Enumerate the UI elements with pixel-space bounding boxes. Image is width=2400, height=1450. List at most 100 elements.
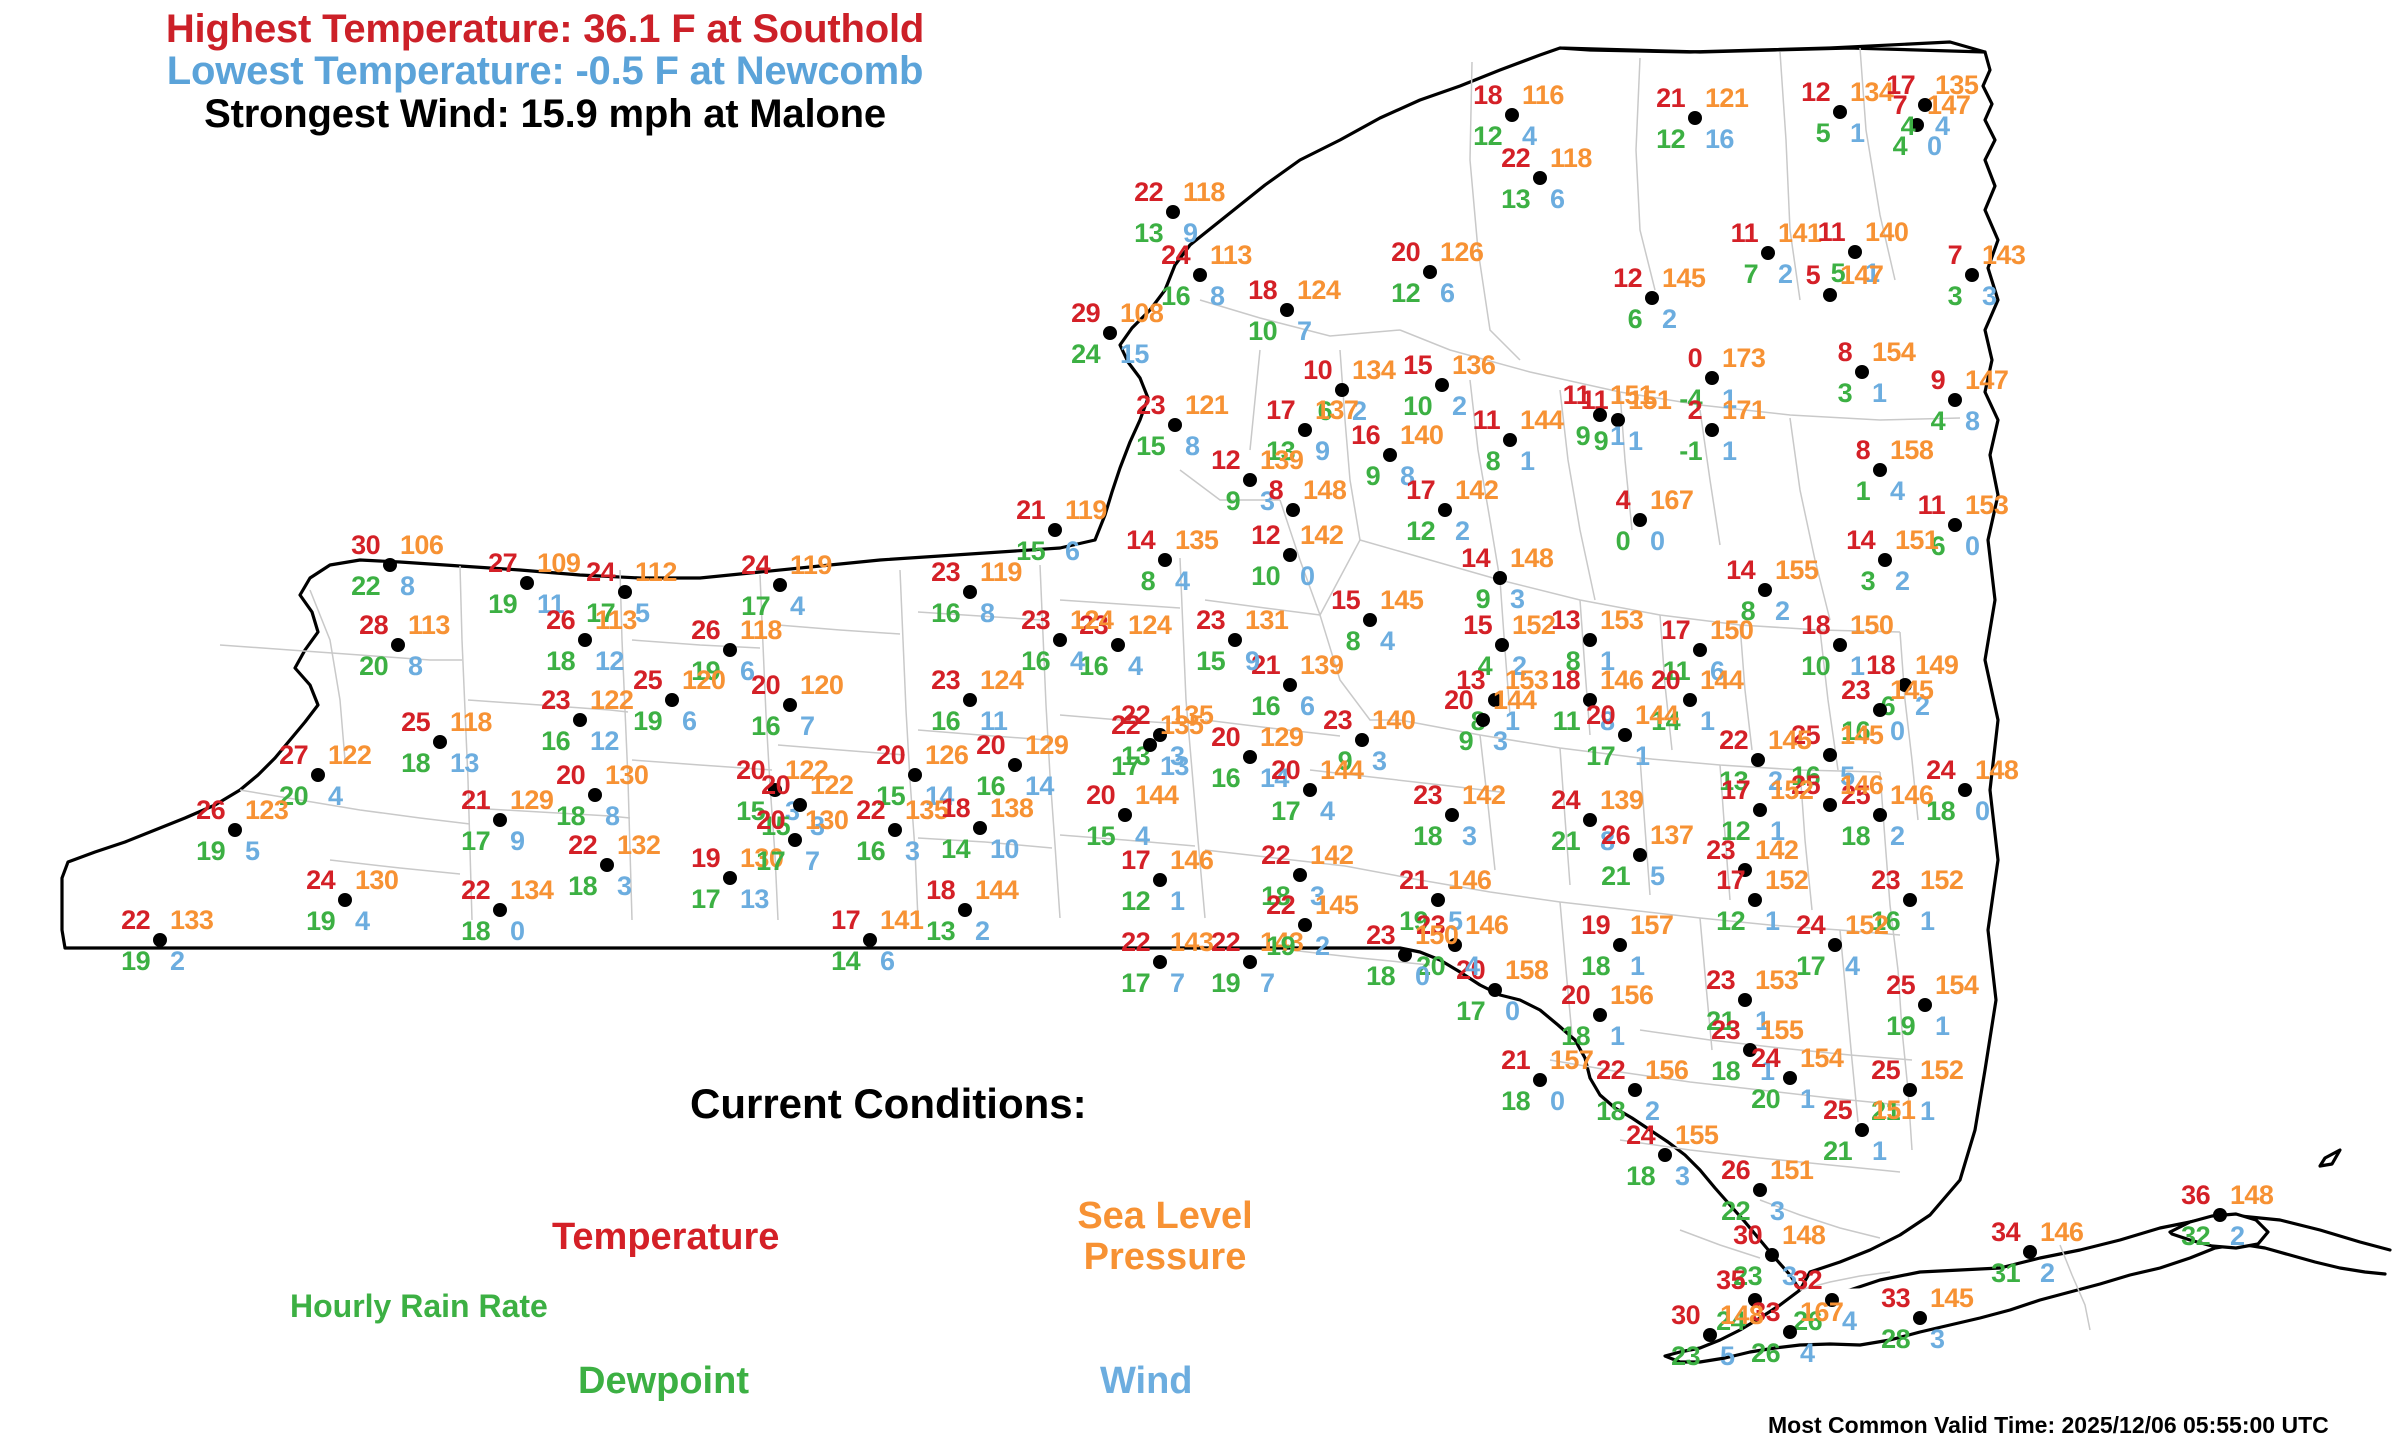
station-marker-dot [1748, 1293, 1762, 1307]
station-marker-dot [2023, 1245, 2037, 1259]
station-wind: 6 [1710, 656, 1725, 686]
station-marker-dot [1688, 111, 1702, 125]
station-marker-dot [573, 713, 587, 727]
station-wind: 2 [1768, 766, 1783, 796]
station-sea-level-pressure: 146 [1465, 910, 1509, 940]
station-marker-dot [1143, 738, 1157, 752]
station-sea-level-pressure: 120 [800, 670, 844, 700]
station-temperature: 11 [1917, 490, 1946, 520]
station-sea-level-pressure: 142 [1455, 475, 1499, 505]
station-dewpoint: 5 [1830, 258, 1846, 288]
station-dewpoint: 16 [1211, 763, 1240, 793]
station-temperature: 30 [351, 530, 380, 560]
station-marker-dot [1293, 868, 1307, 882]
station-dewpoint: 14 [941, 834, 970, 864]
station-temperature: 26 [546, 605, 575, 635]
station-wind: 11 [537, 589, 565, 619]
station-marker-dot [1783, 1071, 1797, 1085]
station-temperature: 23 [1711, 1015, 1740, 1045]
station-wind: 12 [595, 646, 624, 676]
station-marker-dot [153, 933, 167, 947]
station-sea-level-pressure: 152 [1920, 1055, 1964, 1085]
station-wind: 3 [1982, 281, 1997, 311]
station-dewpoint: 6 [1930, 531, 1946, 561]
station-wind: 3 [1493, 726, 1508, 756]
station-marker-dot [958, 903, 972, 917]
station-wind: 0 [1415, 961, 1430, 991]
station-sea-level-pressure: 145 [1890, 675, 1934, 705]
station-sea-level-pressure: 145 [1662, 263, 1706, 293]
station-marker-dot [1303, 783, 1317, 797]
station-temperature: 23 [931, 557, 960, 587]
station-sea-level-pressure: 119 [1065, 495, 1107, 525]
station-dewpoint: 11 [1662, 656, 1691, 686]
station-marker-dot [1611, 413, 1625, 427]
station-temperature: 8 [1268, 475, 1284, 505]
station-dewpoint: 7 [1743, 259, 1759, 289]
station-dewpoint: 15 [1016, 536, 1045, 566]
station-sea-level-pressure: 135 [1160, 710, 1204, 740]
station-temperature: 5 [1805, 260, 1821, 290]
station-temperature: 4 [1615, 485, 1631, 515]
station-dewpoint: 17 [461, 826, 490, 856]
station-wind: 2 [2230, 1221, 2245, 1251]
station-marker-dot [1448, 938, 1462, 952]
station-sea-level-pressure: 148 [1782, 1220, 1826, 1250]
station-temperature: 20 [1391, 237, 1420, 267]
station-wind: 5 [1720, 1341, 1735, 1371]
station-temperature: 24 [586, 557, 615, 587]
station-temperature: 20 [1211, 722, 1240, 752]
station-temperature: 14 [1846, 525, 1875, 555]
station-wind: 2 [1452, 391, 1467, 421]
station-dewpoint: 16 [931, 598, 960, 628]
station-wind: 7 [1170, 968, 1185, 998]
station-marker-dot [1593, 1008, 1607, 1022]
station-wind: 1 [1505, 706, 1520, 736]
station-wind: 6 [740, 656, 755, 686]
station-wind: 7 [1297, 316, 1312, 346]
station-temperature: 20 [556, 760, 585, 790]
station-dewpoint: 19 [633, 706, 662, 736]
station-dewpoint: 17 [1111, 751, 1140, 781]
station-sea-level-pressure: 150 [1415, 920, 1459, 950]
station-wind: 8 [408, 651, 423, 681]
station-marker-dot [1913, 1311, 1927, 1325]
station-temperature: 20 [1271, 755, 1300, 785]
legend-dewpoint-label: Dewpoint [578, 1360, 749, 1402]
station-wind: 0 [1505, 996, 1520, 1026]
station-sea-level-pressure: 167 [1650, 485, 1694, 515]
station-temperature: 22 [1121, 927, 1150, 957]
station-dewpoint: 24 [1071, 339, 1100, 369]
station-sea-level-pressure: 124 [1128, 610, 1172, 640]
station-dewpoint: 10 [1801, 651, 1830, 681]
station-sea-level-pressure: 146 [1448, 865, 1492, 895]
station-dewpoint: 19 [121, 946, 150, 976]
station-marker-dot [863, 933, 877, 947]
station-sea-level-pressure: 155 [1775, 555, 1819, 585]
highest-temperature-line: Highest Temperature: 36.1 F at Southold [165, 7, 925, 51]
station-temperature: 18 [1248, 275, 1277, 305]
station-dewpoint: 12 [1656, 124, 1685, 154]
station-sea-level-pressure: 148 [1720, 1300, 1764, 1330]
station-temperature: 26 [1601, 820, 1630, 850]
station-wind: 4 [1522, 121, 1537, 151]
legend-temperature-label: Temperature [552, 1216, 780, 1258]
station-dewpoint: 9 [1593, 426, 1609, 456]
station-dewpoint: 16 [541, 726, 570, 756]
station-sea-level-pressure: 144 [975, 875, 1019, 905]
station-dewpoint: 18 [1413, 821, 1442, 851]
station-marker-dot [1503, 433, 1517, 447]
station-marker-dot [1823, 798, 1837, 812]
station-sea-level-pressure: 154 [1800, 1043, 1844, 1073]
station-sea-level-pressure: 146 [1600, 665, 1644, 695]
station-dewpoint: 21 [1823, 1136, 1852, 1166]
station-temperature: 24 [1796, 910, 1825, 940]
legend-wind-label: Wind [1100, 1360, 1193, 1402]
station-dewpoint: 17 [1796, 951, 1825, 981]
station-sea-level-pressure: 156 [1610, 980, 1654, 1010]
station-wind: 8 [1600, 706, 1615, 736]
station-marker-dot [1383, 448, 1397, 462]
station-wind: 4 [790, 591, 805, 621]
station-sea-level-pressure: 157 [1630, 910, 1674, 940]
station-temperature: 20 [736, 755, 765, 785]
